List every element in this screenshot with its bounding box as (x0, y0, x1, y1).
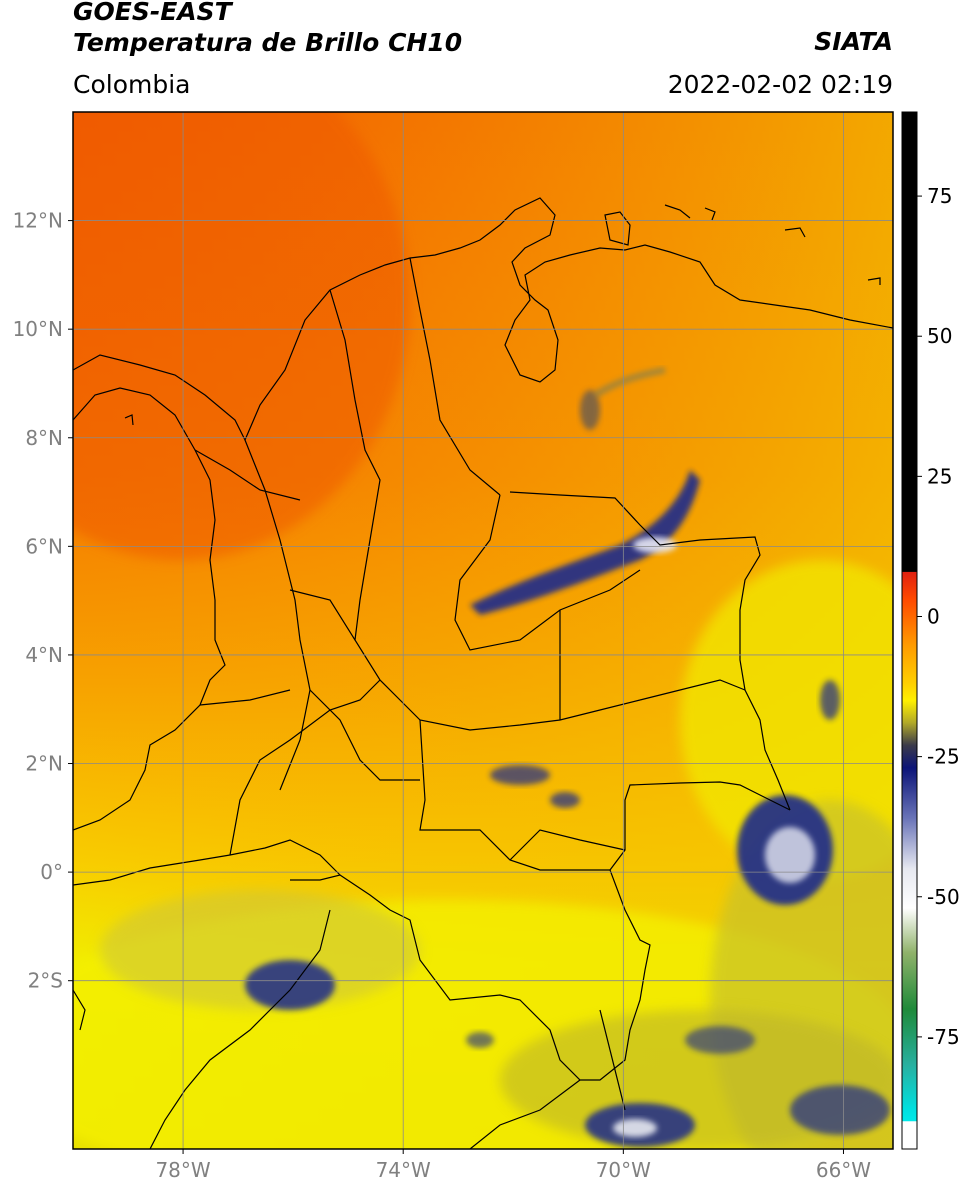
colorbar-tick-label: -25 (927, 745, 960, 769)
lat-tick-label: 6°N (25, 534, 63, 558)
colorbar-tick-label: 25 (927, 464, 952, 488)
colorbar-scale (901, 111, 918, 1150)
colorbar-tick-label: 50 (927, 324, 952, 348)
political-boundaries (73, 197, 893, 1149)
colorbar-tick-label: 0 (927, 604, 940, 628)
lat-tick-label: 2°S (28, 969, 63, 993)
lat-tick-label: 12°N (13, 209, 63, 233)
lon-tick-label: 78°W (155, 1158, 210, 1182)
colorbar-tick-label: -50 (927, 885, 960, 909)
product-title: Temperatura de Brillo CH10 (73, 28, 463, 57)
map-gridlines (73, 112, 893, 1149)
latitude-axis: 12°N 10°N 8°N 6°N 4°N 2°N 0° 2°S (13, 209, 73, 993)
title-block: GOES-EAST Temperatura de Brillo CH10 (73, 0, 462, 58)
lon-tick-label: 74°W (376, 1158, 431, 1182)
lat-tick-label: 2°N (25, 752, 63, 776)
brightness-temperature-field (73, 112, 893, 1149)
agency-label: SIATA (814, 27, 893, 56)
colorbar-tick-label: 75 (927, 184, 952, 208)
lat-tick-label: 10°N (13, 317, 63, 341)
lat-tick-label: 0° (40, 860, 63, 884)
region-label: Colombia (73, 70, 191, 99)
longitude-axis: 78°W 74°W 70°W 66°W (155, 1149, 871, 1182)
satellite-title: GOES-EAST (73, 0, 232, 26)
temperature-colorbar: 75 50 25 0 -25 -50 -75 (901, 111, 960, 1150)
lat-tick-label: 8°N (25, 426, 63, 450)
timestamp-label: 2022-02-02 02:19 (667, 70, 893, 99)
lon-tick-label: 70°W (596, 1158, 651, 1182)
map-frame (72, 111, 894, 1150)
lat-tick-label: 4°N (25, 643, 63, 667)
lon-tick-label: 66°W (816, 1158, 871, 1182)
colorbar-tick-label: -75 (927, 1025, 960, 1049)
